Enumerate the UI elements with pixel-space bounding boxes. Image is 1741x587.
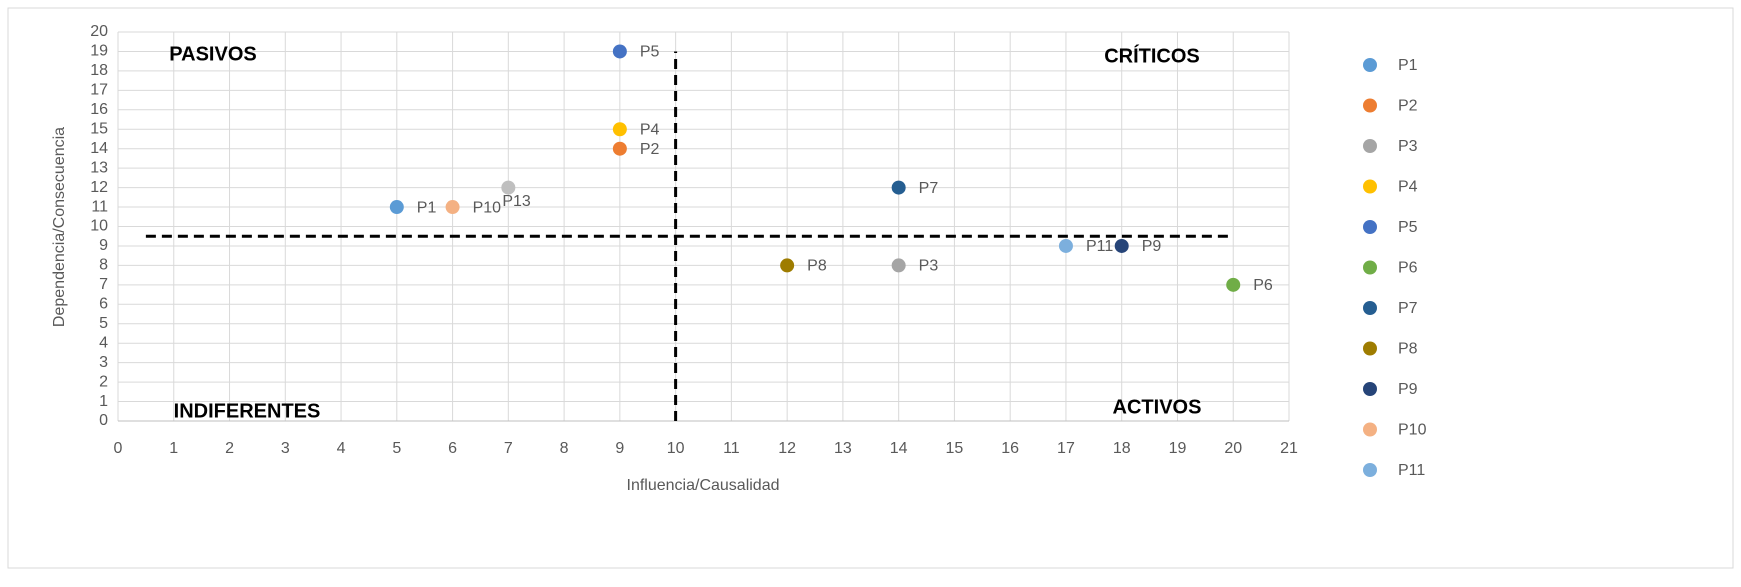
data-label: P9 bbox=[1142, 238, 1162, 255]
legend-marker bbox=[1363, 98, 1377, 113]
x-tick-label: 12 bbox=[778, 440, 796, 457]
y-tick-label: 14 bbox=[90, 140, 108, 157]
data-label: P6 bbox=[1253, 277, 1273, 294]
legend-marker bbox=[1363, 301, 1377, 315]
y-tick-label: 9 bbox=[99, 237, 108, 254]
legend-label: P11 bbox=[1398, 462, 1425, 479]
y-tick-label: 1 bbox=[99, 393, 108, 410]
x-tick-label: 19 bbox=[1169, 440, 1187, 457]
point bbox=[612, 44, 627, 59]
x-tick-label: 3 bbox=[281, 440, 290, 457]
point bbox=[1058, 238, 1073, 253]
legend-label: P2 bbox=[1398, 98, 1418, 115]
y-tick-label: 3 bbox=[99, 354, 108, 371]
data-label: P11 bbox=[1086, 238, 1113, 255]
x-tick-label: 8 bbox=[560, 440, 569, 457]
data-label: P7 bbox=[919, 180, 939, 197]
legend-marker bbox=[1363, 341, 1377, 356]
x-tick-label: 6 bbox=[448, 440, 457, 457]
x-tick-label: 5 bbox=[392, 440, 401, 457]
data-label: P2 bbox=[640, 141, 660, 158]
x-tick-label: 17 bbox=[1057, 440, 1075, 457]
x-tick-label: 7 bbox=[504, 440, 513, 457]
x-tick-label: 9 bbox=[615, 440, 624, 457]
data-label: P10 bbox=[473, 199, 502, 216]
legend-label: P6 bbox=[1398, 260, 1418, 277]
quadrant-label: INDIFERENTES bbox=[174, 400, 321, 422]
y-tick-label: 10 bbox=[90, 218, 108, 235]
x-tick-label: 11 bbox=[723, 440, 740, 457]
point bbox=[501, 180, 516, 195]
x-axis-title: Influencia/Causalidad bbox=[627, 477, 780, 494]
point bbox=[891, 180, 906, 195]
legend-label: P5 bbox=[1398, 219, 1418, 236]
x-tick-label: 16 bbox=[1001, 440, 1019, 457]
x-tick-label: 20 bbox=[1224, 440, 1242, 457]
data-label: P4 bbox=[640, 121, 660, 138]
point bbox=[891, 258, 906, 273]
y-tick-label: 16 bbox=[90, 101, 108, 118]
x-tick-label: 18 bbox=[1113, 440, 1131, 457]
y-tick-label: 4 bbox=[99, 334, 108, 351]
data-label: P3 bbox=[919, 258, 939, 275]
legend-label: P8 bbox=[1398, 341, 1418, 358]
x-tick-label: 14 bbox=[890, 440, 908, 457]
legend-label: P9 bbox=[1398, 381, 1418, 398]
y-tick-label: 17 bbox=[90, 82, 108, 99]
legend-label: P10 bbox=[1398, 422, 1427, 439]
y-tick-label: 11 bbox=[91, 198, 108, 215]
x-tick-label: 15 bbox=[946, 440, 964, 457]
legend-marker bbox=[1363, 220, 1377, 234]
y-tick-label: 20 bbox=[90, 23, 108, 40]
point bbox=[612, 141, 627, 156]
legend-label: P4 bbox=[1398, 179, 1418, 196]
legend-marker bbox=[1363, 179, 1377, 194]
y-tick-label: 7 bbox=[99, 276, 108, 293]
legend-marker bbox=[1363, 463, 1377, 477]
x-tick-label: 13 bbox=[834, 440, 852, 457]
data-label: P5 bbox=[640, 44, 660, 61]
x-tick-label: 1 bbox=[169, 440, 178, 457]
legend-marker bbox=[1363, 139, 1377, 153]
data-label: P8 bbox=[807, 258, 827, 275]
data-label: P13 bbox=[502, 193, 531, 210]
point bbox=[780, 258, 795, 273]
y-tick-label: 2 bbox=[99, 373, 108, 390]
y-tick-label: 0 bbox=[99, 412, 108, 429]
y-tick-label: 12 bbox=[90, 179, 108, 196]
y-tick-label: 15 bbox=[90, 120, 108, 137]
y-tick-label: 8 bbox=[99, 257, 108, 274]
y-tick-label: 13 bbox=[90, 159, 108, 176]
x-tick-label: 10 bbox=[667, 440, 685, 457]
point bbox=[1226, 277, 1241, 292]
x-tick-label: 21 bbox=[1280, 440, 1298, 457]
y-tick-label: 6 bbox=[99, 296, 108, 313]
y-tick-label: 5 bbox=[99, 315, 108, 332]
legend-marker bbox=[1363, 260, 1377, 275]
y-tick-label: 19 bbox=[90, 43, 108, 60]
x-tick-label: 4 bbox=[337, 440, 346, 457]
legend-label: P7 bbox=[1398, 300, 1418, 317]
point bbox=[1114, 238, 1129, 253]
legend-label: P1 bbox=[1398, 57, 1418, 74]
quadrant-label: CRÍTICOS bbox=[1104, 44, 1200, 67]
legend-marker bbox=[1363, 422, 1377, 437]
legend-marker bbox=[1363, 58, 1377, 72]
legend-label: P3 bbox=[1398, 138, 1418, 155]
legend-marker bbox=[1363, 382, 1377, 396]
y-tick-label: 18 bbox=[90, 62, 108, 79]
point bbox=[612, 122, 627, 137]
x-tick-label: 2 bbox=[225, 440, 234, 457]
data-label: P1 bbox=[417, 199, 437, 216]
quadrant-label: ACTIVOS bbox=[1113, 396, 1202, 418]
point bbox=[445, 200, 460, 215]
point bbox=[389, 200, 404, 215]
x-tick-label: 0 bbox=[114, 440, 123, 457]
quadrant-label: PASIVOS bbox=[169, 43, 256, 65]
y-axis-title: Dependencia/Consecuencia bbox=[51, 127, 68, 327]
chart-border bbox=[7, 7, 1734, 569]
